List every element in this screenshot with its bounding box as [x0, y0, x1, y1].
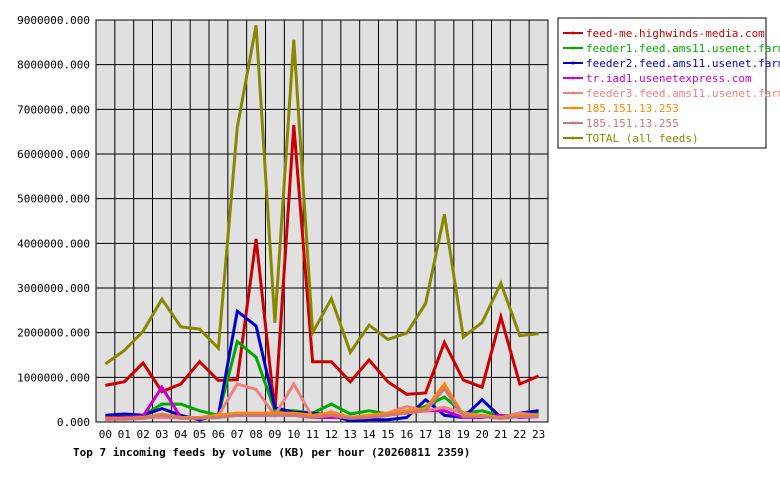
- legend-item-feed-me-highwinds-media-com: feed-me.highwinds-media.com: [563, 27, 765, 40]
- x-tick-label: 19: [457, 428, 470, 441]
- x-tick-label: 09: [268, 428, 281, 441]
- series-lines: [104, 25, 540, 423]
- x-tick-label: 02: [136, 428, 149, 441]
- legend-item-feeder1-feed-ams11-usenet-farm: feeder1.feed.ams11.usenet.farm: [563, 42, 780, 55]
- legend-item-feeder2-feed-ams11-usenet-farm: feeder2.feed.ams11.usenet.farm: [563, 57, 780, 70]
- legend-item-total-all-feeds: TOTAL (all feeds): [563, 132, 699, 145]
- y-tick-label: 6000000.000: [17, 148, 90, 161]
- legend-box: [557, 17, 767, 149]
- legend-item-185-151-13-253: 185.151.13.253: [563, 102, 679, 115]
- legend: feed-me.highwinds-media.com feeder1.feed.…: [557, 17, 780, 149]
- y-tick-label: 4000000.000: [17, 237, 90, 250]
- x-tick-label: 23: [532, 428, 545, 441]
- x-axis: 00 01 02 03 04 05 06 07 08 09 10 11 12 13 14 15 16 17 18 19…: [99, 428, 545, 441]
- series-line-185-151-13-255: [105, 386, 539, 421]
- legend-item-feeder3-feed-ams11-usenet-farm: feeder3.feed.ams11.usenet.farm: [563, 87, 780, 100]
- legend-label: TOTAL (all feeds): [586, 132, 699, 145]
- x-tick-label: 15: [381, 428, 394, 441]
- legend-label: feeder1.feed.ams11.usenet.farm: [586, 42, 780, 55]
- x-tick-label: 10: [287, 428, 300, 441]
- x-tick-label: 12: [325, 428, 338, 441]
- legend-item-tr-iad1-usenetexpress-com: tr.iad1.usenetexpress.com: [563, 72, 752, 85]
- series-line-feed-me-highwinds-media-com: [105, 124, 540, 413]
- y-tick-label: 1000000.000: [17, 371, 90, 384]
- x-tick-label: 06: [212, 428, 225, 441]
- legend-marker: [571, 106, 575, 110]
- legend-marker: [571, 76, 575, 80]
- x-tick-label: 11: [306, 428, 319, 441]
- x-tick-label: 20: [475, 428, 488, 441]
- x-tick-label: 08: [249, 428, 262, 441]
- x-tick-label: 00: [99, 428, 112, 441]
- y-tick-label: 9000000.000: [17, 14, 90, 27]
- x-tick-label: 16: [400, 428, 413, 441]
- x-tick-label: 14: [362, 428, 376, 441]
- y-tick-label: 8000000.000: [17, 59, 90, 72]
- y-tick-label: 7000000.000: [17, 103, 90, 116]
- x-tick-label: 07: [231, 428, 244, 441]
- x-tick-label: 18: [438, 428, 451, 441]
- legend-label: 185.151.13.253: [586, 102, 679, 115]
- legend-marker: [571, 121, 575, 125]
- x-tick-label: 13: [344, 428, 357, 441]
- legend-item-185-151-13-255: 185.151.13.255: [563, 117, 679, 130]
- x-tick-label: 05: [193, 428, 206, 441]
- y-tick-label: 2000000.000: [17, 327, 90, 340]
- legend-label: feed-me.highwinds-media.com: [586, 27, 765, 40]
- y-tick-label: 5000000.000: [17, 193, 90, 206]
- x-tick-label: 22: [513, 428, 526, 441]
- legend-label: 185.151.13.255: [586, 117, 679, 130]
- legend-label: tr.iad1.usenetexpress.com: [586, 72, 752, 85]
- x-tick-label: 04: [174, 428, 188, 441]
- legend-marker: [571, 31, 575, 35]
- legend-marker: [571, 46, 575, 50]
- legend-marker: [571, 136, 575, 140]
- x-tick-label: 01: [118, 428, 131, 441]
- y-tick-label: 3000000.000: [17, 282, 90, 295]
- legend-label: feeder3.feed.ams11.usenet.farm: [586, 87, 780, 100]
- y-axis: 0.000 1000000.000 2000000.000 3000000.000 40…: [17, 14, 90, 429]
- legend-label: feeder2.feed.ams11.usenet.farm: [586, 57, 780, 70]
- x-tick-label: 03: [155, 428, 168, 441]
- y-tick-label: 0.000: [57, 416, 90, 429]
- x-tick-label: 21: [494, 428, 507, 441]
- chart-title: Top 7 incoming feeds by volume (KB) per …: [73, 446, 470, 459]
- series-line-total-all-feeds: [104, 25, 539, 366]
- legend-marker: [571, 91, 575, 95]
- x-tick-label: 17: [419, 428, 432, 441]
- legend-marker: [571, 61, 575, 65]
